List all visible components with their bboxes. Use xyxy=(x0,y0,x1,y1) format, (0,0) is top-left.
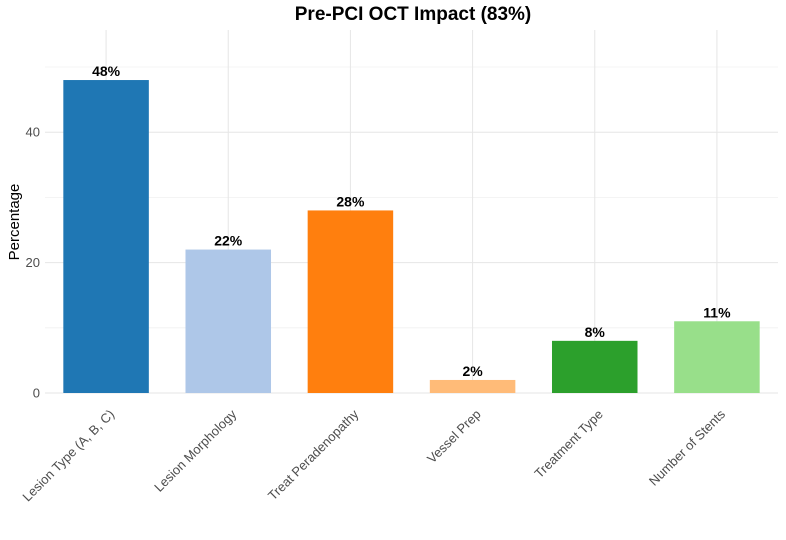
y-tick-label: 40 xyxy=(26,125,40,140)
data-labels-group: 48% 22% 28% 2% 8% 11% xyxy=(92,63,731,379)
data-label: 22% xyxy=(214,233,243,249)
x-tick-label: Treat Peradenopathy xyxy=(265,406,362,503)
x-tick-label: Number of Stents xyxy=(646,406,728,488)
chart-title: Pre-PCI OCT Impact (83%) xyxy=(295,4,532,25)
data-label: 8% xyxy=(585,324,606,340)
grid-lines xyxy=(45,30,778,394)
bar xyxy=(63,80,149,393)
x-tick-label: Treatment Type xyxy=(531,407,605,481)
y-tick-label: 0 xyxy=(33,386,40,401)
x-tick-labels: Lesion Type (A, B, C) Lesion Morphology Tr… xyxy=(19,406,728,504)
data-label: 48% xyxy=(92,63,121,79)
bars-group xyxy=(63,80,760,393)
bar xyxy=(185,249,272,393)
bar xyxy=(674,321,760,393)
x-tick-label: Lesion Morphology xyxy=(151,406,240,495)
bar xyxy=(551,340,638,393)
y-tick-labels: 0 20 40 xyxy=(26,125,40,401)
y-tick-label: 20 xyxy=(26,255,40,270)
data-label: 11% xyxy=(703,304,731,320)
data-label: 28% xyxy=(336,193,365,209)
x-tick-label: Lesion Type (A, B, C) xyxy=(19,407,117,505)
data-label: 2% xyxy=(462,363,483,379)
x-tick-label: Vessel Prep xyxy=(424,407,484,467)
bar xyxy=(429,379,516,393)
bar xyxy=(307,210,394,393)
y-axis-label: Percentage xyxy=(6,184,23,261)
